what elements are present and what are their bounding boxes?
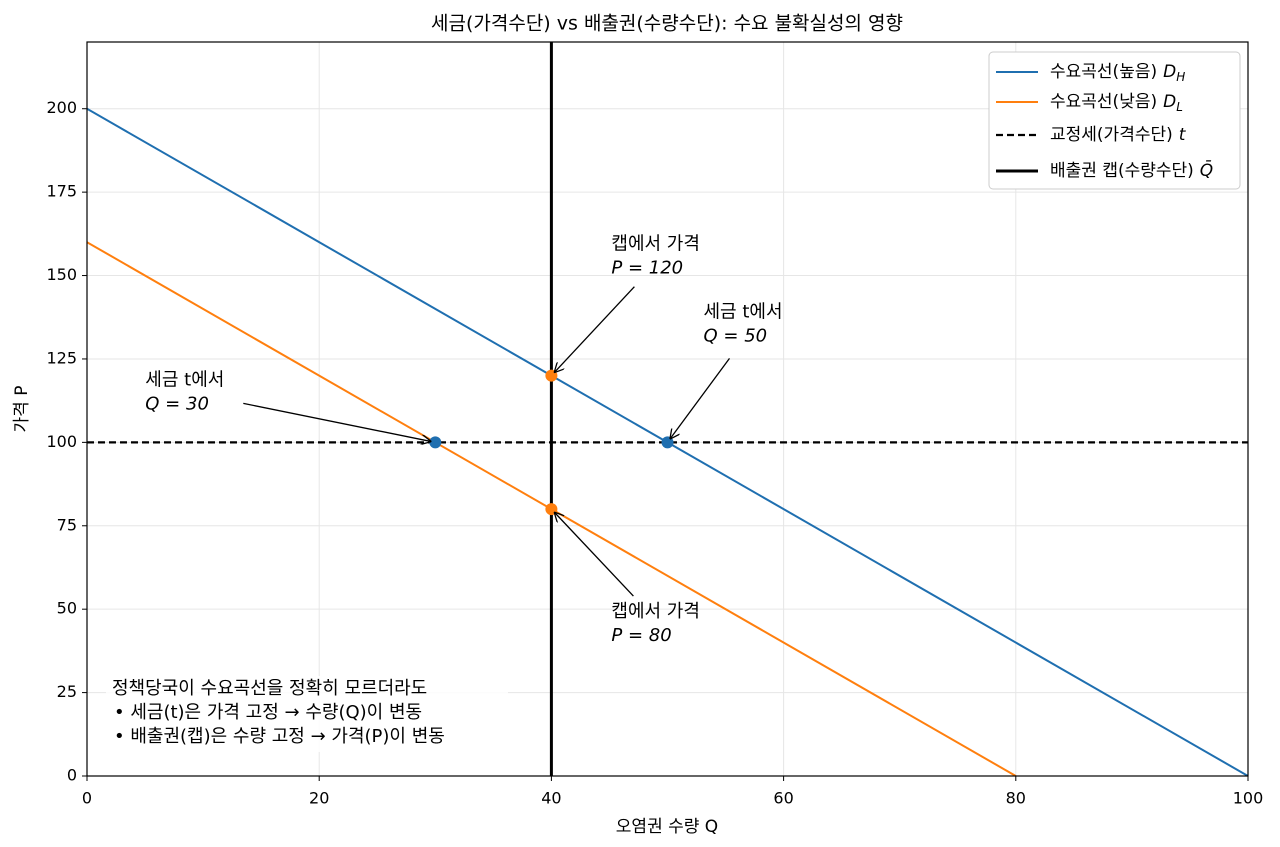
note-text: • 세금(t)은 가격 고정 → 수량(Q)이 변동 (114, 702, 422, 723)
annotation-text: Q = 50 (704, 325, 768, 346)
legend-name: 수요곡선(낮음) (1050, 92, 1157, 112)
annotation-arrow (243, 402, 431, 441)
x-tick-label: 80 (1006, 789, 1026, 808)
chart-title: 세금(가격수단) vs 배출권(수량수단): 수요 불확실성의 영향 (431, 13, 903, 35)
annotation-text: 캡에서 가격 (611, 601, 700, 622)
legend-symbol: Q̄ (1200, 159, 1213, 181)
annotation-arrow (554, 512, 634, 597)
legend-label: 배출권 캡(수량수단) Q̄ (1050, 159, 1213, 181)
plot-frame (86, 41, 1249, 777)
legend-symbol: D (1163, 92, 1176, 112)
annotation-text: 캡에서 가격 (611, 234, 700, 255)
y-tick-label: 25 (57, 682, 77, 701)
point (661, 436, 674, 449)
note-text: 정책당국이 수요곡선을 정확히 모르더라도 (112, 678, 427, 699)
x-tick-label: 20 (309, 789, 329, 808)
y-tick-label: 200 (46, 98, 77, 117)
y-tick-label: 0 (67, 766, 77, 785)
x-axis-label: 오염권 수량 Q (616, 817, 718, 837)
annotation-text: 세금 t에서 (704, 301, 783, 322)
y-tick-label: 75 (57, 515, 77, 534)
note-text: • 배출권(캡)은 수량 고정 → 가격(P)이 변동 (114, 726, 445, 747)
x-tick-label: 60 (773, 789, 793, 808)
x-tick-label: 100 (1233, 789, 1264, 808)
legend-label: 교정세(가격수단) t (1050, 125, 1187, 145)
y-tick-label: 125 (46, 348, 77, 367)
x-tick-label: 40 (541, 789, 561, 808)
annotation-text: P = 120 (611, 258, 683, 279)
legend-label: 수요곡선(높음) DH (1050, 62, 1185, 84)
x-tick-label: 0 (82, 789, 92, 808)
annotation-text: 세금 t에서 (145, 369, 224, 390)
legend-symbol: t (1179, 125, 1187, 145)
legend-label: 수요곡선(낮음) DL (1050, 92, 1183, 114)
y-tick-label: 175 (46, 182, 77, 201)
y-tick-label: 50 (57, 599, 77, 618)
legend-name: 교정세(가격수단) (1050, 125, 1173, 145)
legend-subscript: H (1176, 70, 1185, 84)
y-axis-label: 가격 P (12, 386, 32, 433)
annotation-text: Q = 30 (145, 393, 209, 414)
annotation-text: P = 80 (611, 625, 671, 646)
legend-name: 배출권 캡(수량수단) (1050, 161, 1194, 181)
annotation-arrow (554, 286, 635, 373)
annotation-arrow (670, 357, 731, 439)
y-tick-label: 100 (46, 432, 77, 451)
point (429, 436, 442, 449)
legend-name: 수요곡선(높음) (1050, 62, 1157, 82)
legend-symbol: D (1163, 62, 1176, 82)
legend-subscript: L (1176, 100, 1183, 114)
note-box (106, 676, 508, 752)
y-tick-label: 150 (46, 265, 77, 284)
legend-box (988, 51, 1241, 190)
